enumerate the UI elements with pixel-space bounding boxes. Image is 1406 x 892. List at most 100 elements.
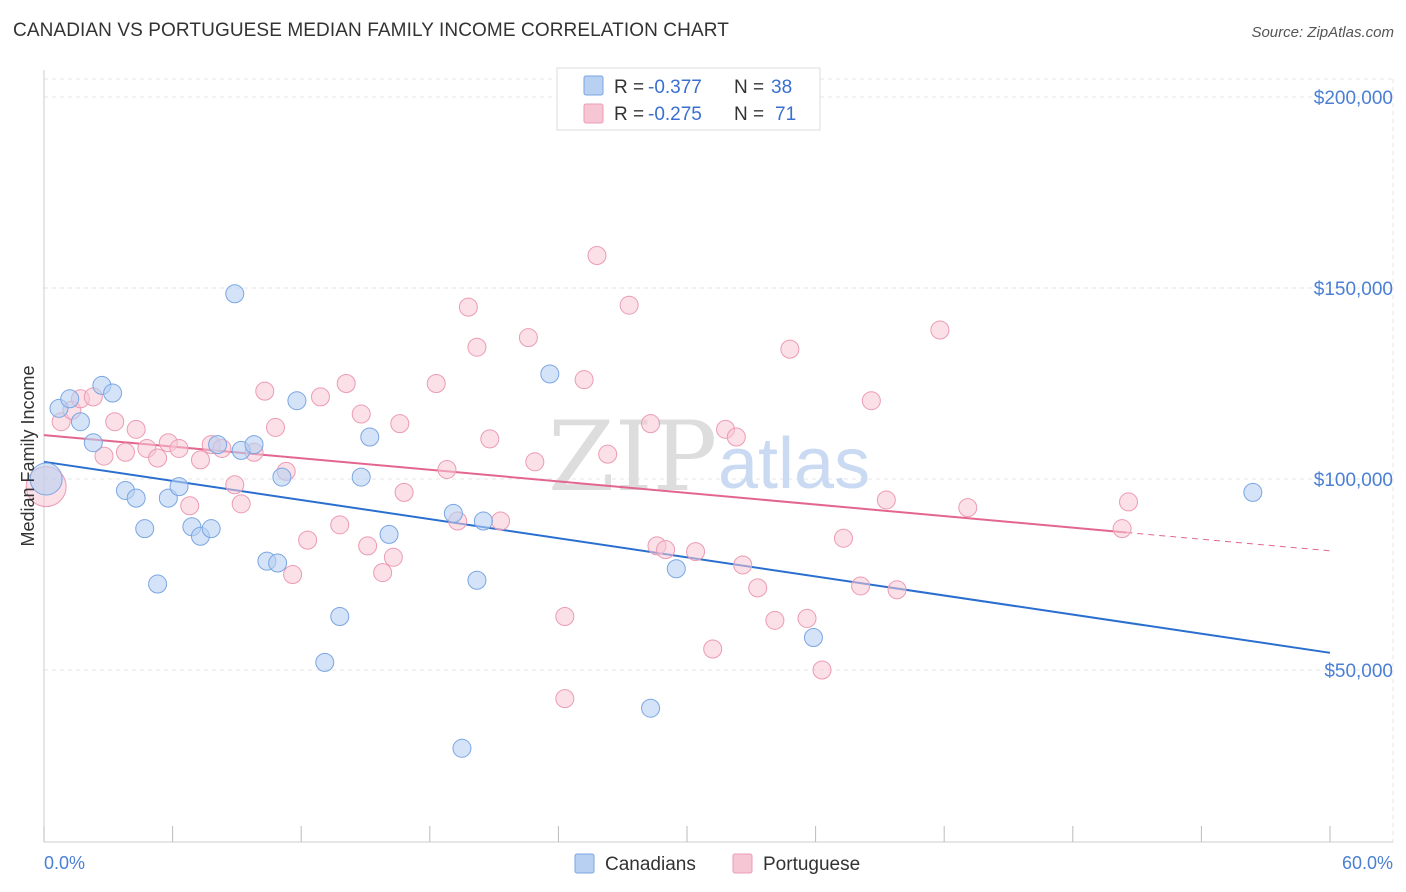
chart-source: Source: ZipAtlas.com [1251, 24, 1394, 41]
point-canadians [135, 519, 155, 539]
trend-line-portuguese-extrapolated [1126, 531, 1331, 552]
point-portuguese [115, 442, 135, 462]
point-canadians [1243, 482, 1263, 502]
point-portuguese [105, 412, 125, 432]
point-canadians [287, 391, 307, 411]
point-portuguese [310, 387, 330, 407]
point-canadians [315, 652, 335, 672]
point-canadians [330, 607, 350, 627]
point-canadians [467, 570, 487, 590]
point-canadians [272, 467, 292, 487]
point-portuguese [394, 482, 414, 502]
y-tick-labels: $50,000 $100,000 $150,000 $200,000 [1314, 88, 1393, 682]
point-portuguese [180, 496, 200, 516]
trend-line-canadians [43, 460, 1331, 654]
point-portuguese [748, 578, 768, 598]
point-portuguese [336, 374, 356, 393]
x-tick-label-max: 60.0% [1342, 853, 1393, 873]
y-tick-label: $50,000 [1324, 661, 1393, 682]
point-canadians [126, 488, 146, 508]
point-portuguese [641, 414, 661, 434]
point-portuguese [851, 576, 871, 596]
point-portuguese [437, 459, 457, 479]
point-canadians [83, 433, 103, 453]
point-portuguese [231, 494, 251, 514]
point-portuguese [587, 246, 607, 266]
point-portuguese [555, 607, 575, 627]
legend-n-label-portuguese: N = [734, 104, 764, 125]
chart-title: CANADIAN VS PORTUGUESE MEDIAN FAMILY INC… [13, 20, 729, 41]
point-portuguese [861, 391, 881, 411]
point-portuguese [390, 414, 410, 434]
point-portuguese [574, 370, 594, 390]
point-canadians [641, 698, 661, 718]
point-canadians [379, 524, 399, 544]
legend-swatch-canadians [583, 75, 604, 96]
point-canadians [268, 553, 288, 573]
point-canadians [666, 559, 686, 579]
series-legend: Canadians Portuguese [574, 853, 860, 875]
point-portuguese [148, 448, 168, 468]
point-portuguese [458, 297, 478, 317]
point-canadians [103, 383, 123, 403]
point-portuguese [619, 295, 639, 315]
point-canadians [208, 435, 228, 455]
point-portuguese [480, 429, 500, 449]
point-portuguese [598, 444, 618, 464]
point-canadians [443, 503, 463, 523]
point-canadians [70, 412, 90, 432]
point-canadians [169, 477, 189, 497]
point-portuguese [126, 419, 146, 439]
point-portuguese [491, 511, 511, 531]
point-canadians [540, 364, 560, 384]
y-tick-label: $150,000 [1314, 279, 1393, 300]
watermark-zip: ZIP [548, 401, 717, 513]
legend-r-value-canadians: -0.377 [648, 77, 702, 98]
point-portuguese [797, 608, 817, 628]
point-portuguese [686, 542, 706, 562]
correlation-legend: R = -0.377 N = 38 R = -0.275 N = 71 [556, 67, 821, 131]
y-tick-label: $200,000 [1314, 88, 1393, 109]
point-canadians [201, 519, 221, 539]
point-portuguese [525, 452, 545, 472]
point-portuguese [656, 540, 676, 560]
point-canadians [360, 427, 380, 447]
point-portuguese [930, 320, 950, 340]
point-canadians [29, 462, 63, 496]
point-portuguese [780, 339, 800, 359]
point-portuguese [765, 610, 785, 630]
point-portuguese [190, 450, 210, 470]
bottom-legend-label-canadians: Canadians [605, 854, 696, 875]
point-portuguese [265, 417, 285, 437]
point-portuguese [283, 565, 303, 584]
point-canadians [452, 738, 472, 758]
x-tick-label-min: 0.0% [44, 853, 85, 873]
legend-r-label-portuguese: R = [614, 104, 644, 125]
point-portuguese [555, 689, 575, 709]
point-canadians [148, 574, 168, 594]
legend-n-value-canadians: 38 [771, 77, 792, 98]
point-portuguese [169, 438, 189, 458]
point-portuguese [1119, 492, 1139, 512]
point-portuguese [958, 498, 978, 518]
point-portuguese [94, 446, 114, 466]
point-portuguese [703, 639, 723, 659]
point-portuguese [876, 490, 896, 510]
point-canadians [244, 435, 264, 455]
bottom-legend-swatch-canadians [574, 853, 595, 874]
point-portuguese [255, 381, 275, 401]
legend-r-value-portuguese: -0.275 [648, 104, 702, 125]
point-portuguese [426, 374, 446, 393]
y-axis-label: Median Family Income [18, 365, 38, 546]
point-portuguese [1112, 519, 1132, 539]
point-canadians [803, 628, 823, 648]
point-portuguese [726, 427, 746, 447]
y-tick-label: $100,000 [1314, 470, 1393, 491]
point-canadians [60, 389, 80, 409]
axes [43, 70, 1393, 843]
legend-n-label-canadians: N = [734, 77, 764, 98]
legend-swatch-portuguese [583, 103, 604, 124]
legend-r-label-canadians: R = [614, 77, 644, 98]
point-portuguese [887, 580, 907, 600]
